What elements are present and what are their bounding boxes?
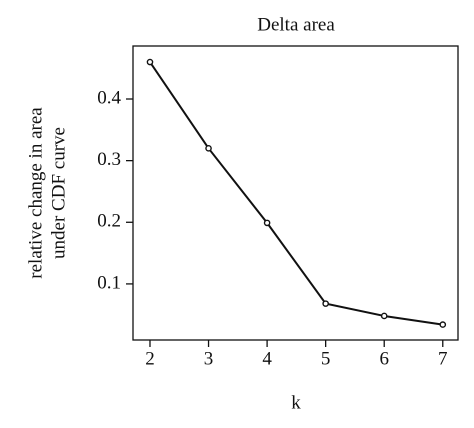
- point: [322, 300, 329, 307]
- chart-title: Delta area: [257, 14, 335, 35]
- y-axis-label: relative change in area: [25, 107, 46, 279]
- point: [146, 58, 154, 66]
- x-tick-label: 6: [379, 348, 389, 369]
- plot-frame: [132, 45, 459, 341]
- y-axis-label: under CDF curve: [48, 127, 69, 259]
- point: [263, 219, 271, 227]
- x-tick-label: 2: [145, 348, 155, 369]
- x-tick-label: 5: [321, 348, 331, 369]
- x-tick-label: 3: [204, 348, 214, 369]
- point: [205, 145, 212, 152]
- y-tick-label: 0.2: [97, 211, 121, 232]
- x-axis-label: k: [291, 392, 301, 413]
- x-tick-label: 7: [438, 348, 448, 369]
- y-tick-label: 0.4: [97, 87, 121, 108]
- y-tick-label: 0.1: [97, 272, 121, 293]
- y-tick-label: 0.3: [97, 149, 121, 170]
- point: [439, 321, 447, 328]
- line: [149, 61, 443, 326]
- x-tick-label: 4: [262, 348, 272, 369]
- point: [380, 312, 388, 320]
